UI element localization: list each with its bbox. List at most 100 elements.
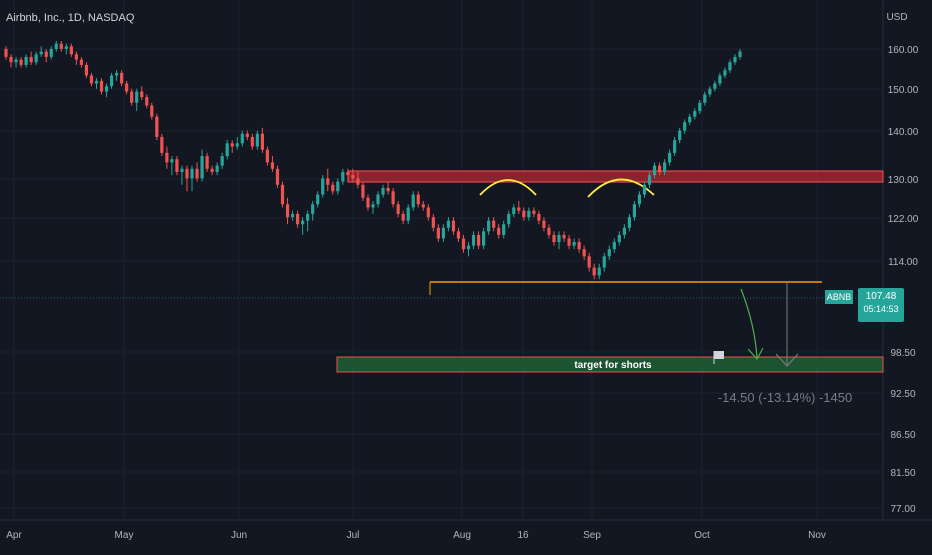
- left-shoulder-arc[interactable]: [479, 179, 537, 196]
- candle: [426, 204, 430, 221]
- candle: [733, 54, 737, 65]
- price-axis[interactable]: USD 160.00 150.00 140.00 130.00 122.00 114.00…: [886, 12, 918, 515]
- candle: [668, 149, 672, 166]
- candle: [507, 210, 511, 228]
- candle: [557, 231, 561, 250]
- candle: [652, 162, 657, 179]
- candle: [331, 181, 335, 195]
- projection-line[interactable]: [740, 288, 758, 359]
- candle: [69, 43, 73, 57]
- candle: [160, 133, 164, 157]
- candle: [115, 70, 119, 81]
- candle: [270, 156, 275, 172]
- candle: [547, 224, 551, 239]
- candle: [567, 234, 571, 250]
- candle: [39, 46, 43, 57]
- candle: [306, 210, 310, 232]
- candle: [260, 127, 264, 153]
- target-zone[interactable]: [336, 356, 884, 373]
- candle: [542, 217, 546, 232]
- candle: [285, 197, 290, 225]
- target-zone-label: target for shorts: [574, 360, 652, 371]
- candle: [391, 188, 395, 208]
- candle: [482, 227, 486, 250]
- candle: [4, 46, 8, 60]
- candle: [436, 224, 440, 243]
- candle: [512, 204, 516, 218]
- right-shoulder-arc[interactable]: [587, 178, 655, 198]
- measure-arrow-icon: [775, 353, 799, 367]
- candles: [4, 41, 742, 280]
- x-tick-label: Oct: [694, 530, 710, 541]
- candle: [346, 168, 350, 182]
- x-tick-label: May: [115, 530, 134, 541]
- chart-title: Airbnb, Inc., 1D, NASDAQ: [6, 12, 135, 24]
- candle: [255, 130, 259, 150]
- candle: [326, 168, 330, 192]
- candle: [120, 70, 124, 87]
- candle: [240, 130, 244, 147]
- candle: [245, 130, 249, 141]
- drawing-zones[interactable]: target for shorts: [336, 170, 884, 373]
- candle: [74, 51, 78, 65]
- candle: [386, 181, 390, 195]
- candle: [99, 78, 104, 95]
- candle: [637, 191, 642, 208]
- candle: [582, 245, 586, 260]
- candle: [708, 86, 712, 98]
- currency-label: USD: [886, 12, 907, 23]
- candle: [295, 210, 300, 228]
- candle: [190, 165, 194, 192]
- candle: [94, 78, 99, 89]
- candle: [627, 213, 631, 232]
- candle: [376, 191, 380, 208]
- candle: [703, 91, 707, 106]
- candle: [265, 146, 270, 166]
- candle: [14, 56, 18, 68]
- candle: [361, 181, 365, 201]
- candle: [79, 56, 84, 68]
- candle: [647, 171, 652, 189]
- candle: [150, 102, 154, 120]
- candle: [718, 72, 722, 87]
- candle: [366, 194, 370, 211]
- candle: [280, 181, 285, 208]
- candle: [522, 207, 526, 221]
- flag-icon[interactable]: [713, 351, 724, 364]
- candle: [155, 113, 159, 141]
- candle: [109, 72, 114, 89]
- candle: [185, 165, 189, 192]
- candle: [351, 168, 355, 182]
- y-tick-label: 150.00: [888, 85, 919, 96]
- candle: [466, 242, 471, 257]
- candle: [89, 72, 94, 87]
- candle: [451, 217, 456, 235]
- candle: [180, 165, 184, 185]
- symbol-badge: ABNB: [825, 290, 853, 304]
- grid-lines: [0, 0, 932, 521]
- candle: [592, 263, 596, 280]
- time-axis[interactable]: Apr May Jun Jul Aug 16 Sep Oct Nov: [6, 530, 826, 541]
- candle: [492, 217, 496, 232]
- candle: [642, 181, 647, 198]
- candle: [59, 41, 63, 52]
- candle: [446, 217, 451, 232]
- candle: [517, 200, 521, 214]
- candle: [693, 108, 697, 120]
- candle: [230, 140, 234, 153]
- x-tick-label: Apr: [6, 530, 22, 541]
- candle: [9, 54, 13, 68]
- candle: [441, 224, 445, 243]
- y-tick-label: 114.00: [888, 257, 918, 268]
- candle: [84, 62, 89, 79]
- candle: [532, 207, 536, 218]
- candle: [356, 171, 360, 189]
- bar-countdown: 05:14:53: [863, 304, 899, 314]
- candle: [64, 43, 68, 55]
- y-tick-label: 98.50: [890, 348, 915, 359]
- candle: [195, 162, 199, 182]
- candle: [19, 56, 23, 68]
